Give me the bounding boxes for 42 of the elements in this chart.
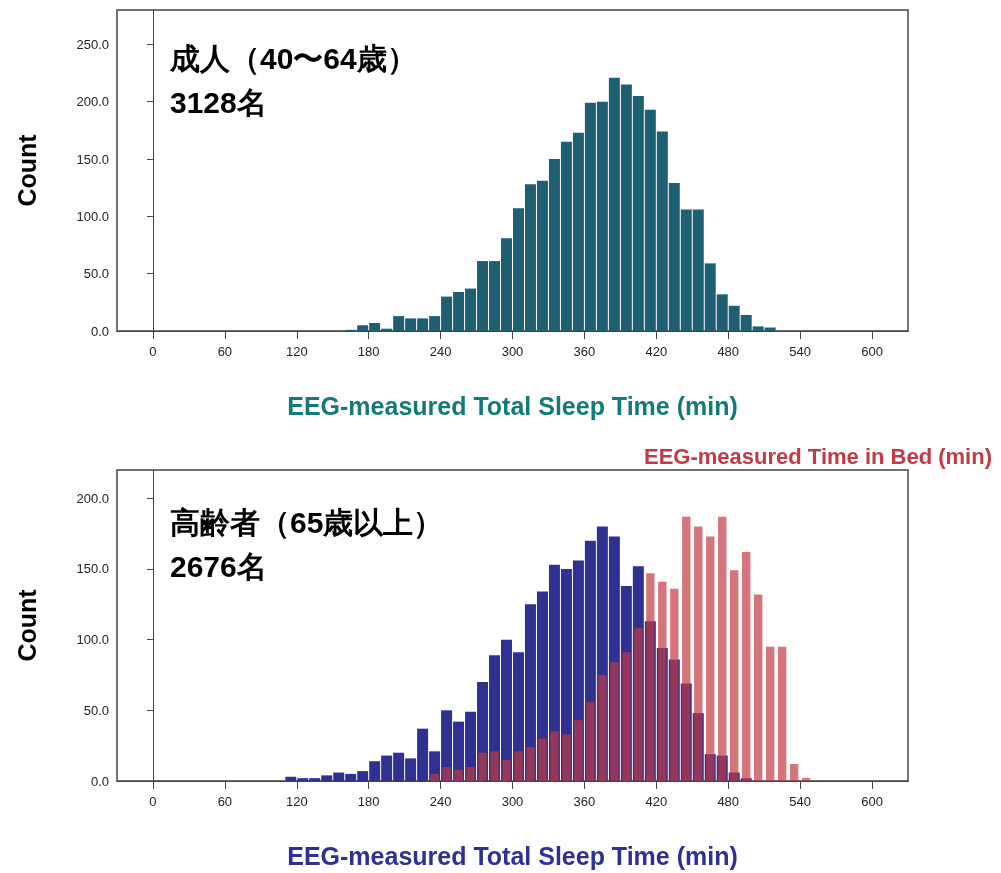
y-tick-label: 250.0 <box>76 36 109 52</box>
y-tick-label: 200.0 <box>76 94 109 110</box>
y-tick-label: 50.0 <box>83 702 109 718</box>
x-tick-label: 540 <box>789 344 811 359</box>
x-tick-label: 60 <box>217 344 233 359</box>
x-axis-title: EEG-measured Total Sleep Time (min) <box>287 841 738 870</box>
x-tick-label: 360 <box>573 344 596 359</box>
x-tick-label: 480 <box>717 794 740 809</box>
x-tick-label: 0 <box>149 794 157 809</box>
x-tick-label: 420 <box>645 344 668 359</box>
text: 3128名 <box>170 85 267 119</box>
x-tick-label: 540 <box>789 794 811 809</box>
x-tick-label: 240 <box>429 794 452 809</box>
y-tick-label: 100.0 <box>76 632 109 648</box>
x-tick-label: 0 <box>149 344 157 359</box>
x-tick-label: 60 <box>217 794 233 809</box>
y-tick-label: 0.0 <box>90 773 109 789</box>
x-tick-label: 300 <box>501 794 524 809</box>
y-tick-label: 200.0 <box>76 490 109 506</box>
x-tick-label: 600 <box>861 344 883 359</box>
text: 高齢者（65歳以上） <box>170 505 444 539</box>
x-tick-label: 180 <box>357 344 380 359</box>
x-tick-label: 480 <box>717 344 740 359</box>
x-tick-label: 600 <box>861 794 883 809</box>
text: EEG-measured Time in Bed (min) <box>644 443 993 469</box>
y-tick-label: 50.0 <box>83 266 109 282</box>
x-tick-label: 300 <box>501 344 524 359</box>
text: 2676名 <box>170 549 267 583</box>
x-tick-label: 360 <box>573 794 596 809</box>
y-tick-label: 100.0 <box>76 208 109 224</box>
x-tick-label: 180 <box>357 794 380 809</box>
x-tick-label: 240 <box>429 344 452 359</box>
y-tick-label: 0.0 <box>90 323 109 339</box>
text: 成人（40〜64歳） <box>169 41 417 75</box>
x-tick-label: 120 <box>285 794 308 809</box>
y-tick-label: 150.0 <box>76 151 109 167</box>
x-tick-label: 420 <box>645 794 668 809</box>
y-tick-label: 150.0 <box>76 561 109 577</box>
y-axis-title: Count <box>12 588 41 662</box>
x-axis-title: EEG-measured Total Sleep Time (min) <box>287 391 738 420</box>
x-tick-label: 120 <box>285 344 308 359</box>
y-axis-title: Count <box>12 133 41 207</box>
